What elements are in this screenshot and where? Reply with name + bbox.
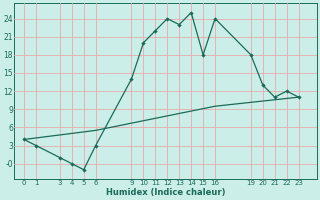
X-axis label: Humidex (Indice chaleur): Humidex (Indice chaleur) [106, 188, 225, 197]
